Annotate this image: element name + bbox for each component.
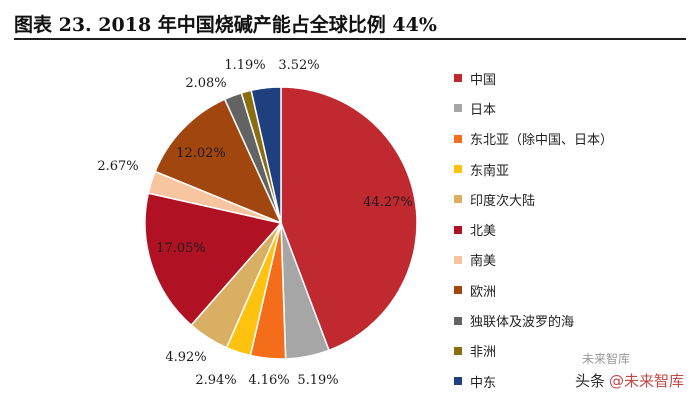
pie-data-label: 3.52% xyxy=(278,58,319,73)
pie-data-label: 44.27% xyxy=(363,195,413,210)
legend-item: 中国 xyxy=(454,63,694,93)
legend-swatch xyxy=(454,134,462,143)
legend-item: 北美 xyxy=(454,214,694,244)
legend-item: 东北亚（除中国、日本） xyxy=(454,124,694,154)
watermark-brand: @未来智库 xyxy=(608,372,684,390)
chart-title: 图表 23. 2018 年中国烧碱产能占全球比例 44% xyxy=(14,14,437,36)
legend-swatch xyxy=(454,346,462,355)
legend-item: 非洲 xyxy=(454,336,694,366)
legend-label: 非洲 xyxy=(470,345,497,361)
pie-slice xyxy=(154,98,283,225)
watermark-logo: 未来智库 xyxy=(581,352,630,366)
legend-label: 东南亚 xyxy=(470,163,510,179)
legend-item: 中东 xyxy=(454,366,694,396)
watermark: 头条 @未来智库 xyxy=(575,370,684,391)
legend-swatch xyxy=(454,316,462,325)
legend-item: 东南亚 xyxy=(454,154,694,184)
title-bar: 图表 23. 2018 年中国烧碱产能占全球比例 44% xyxy=(14,8,686,40)
legend-swatch xyxy=(454,74,462,83)
legend-swatch xyxy=(454,225,462,234)
legend-item: 印度次大陆 xyxy=(454,184,694,214)
legend-item: 独联体及波罗的海 xyxy=(454,305,694,335)
pie-data-label: 12.02% xyxy=(176,146,226,161)
pie-data-label: 4.92% xyxy=(165,350,206,365)
legend-label: 东北亚（除中国、日本） xyxy=(470,133,614,149)
legend-swatch xyxy=(454,195,462,204)
pie-data-label: 2.67% xyxy=(97,159,138,174)
legend-label: 中东 xyxy=(470,375,497,391)
legend-label: 中国 xyxy=(470,72,497,88)
legend-label: 日本 xyxy=(470,102,497,118)
legend-swatch xyxy=(454,286,462,295)
legend-label: 独联体及波罗的海 xyxy=(470,315,575,331)
legend-label: 南美 xyxy=(470,254,497,270)
legend-swatch xyxy=(454,255,462,264)
legend: 中国日本东北亚（除中国、日本） 东南亚印度次大陆北美南美欧洲独联体及波罗的海 非洲中… xyxy=(454,63,694,396)
pie-slice xyxy=(144,192,283,327)
pie-data-label: 2.94% xyxy=(195,373,236,388)
pie-slice xyxy=(280,86,418,352)
pie-data-label: 4.16% xyxy=(248,373,289,388)
watermark-prefix: 头条 xyxy=(574,372,605,390)
legend-item: 日本 xyxy=(454,93,694,123)
legend-swatch xyxy=(454,104,462,113)
legend-item: 欧洲 xyxy=(454,275,694,305)
legend-label: 北美 xyxy=(470,224,497,240)
pie-data-label: 5.19% xyxy=(297,373,338,388)
pie-slice xyxy=(250,86,282,224)
pie-data-label: 17.05% xyxy=(156,241,206,256)
pie-data-label: 2.08% xyxy=(185,76,226,91)
legend-swatch xyxy=(454,377,462,386)
legend-label: 欧洲 xyxy=(470,284,497,300)
legend-swatch xyxy=(454,165,462,174)
pie-data-label: 1.19% xyxy=(224,58,265,73)
legend-item: 南美 xyxy=(454,245,694,275)
legend-label: 印度次大陆 xyxy=(470,193,536,209)
